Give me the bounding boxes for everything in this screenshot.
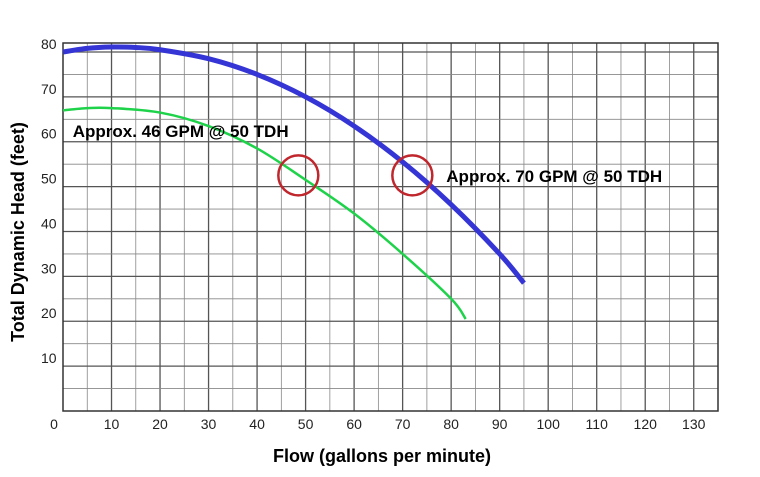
x-tick-label: 70 (395, 416, 411, 432)
y-tick-labels: 10 20 30 40 50 60 70 80 (41, 36, 57, 366)
plot-border (62, 42, 719, 412)
x-tick-label: 60 (346, 416, 362, 432)
annotations: Approx. 46 GPM @ 50 TDH Approx. 70 GPM @ … (73, 122, 662, 186)
x-tick-label: 110 (586, 416, 609, 432)
y-tick-label: 20 (41, 305, 57, 321)
x-tick-label: 0 (50, 416, 58, 432)
x-tick-labels: 0 10 20 30 40 50 60 70 80 90 100 110 120 130 (50, 416, 706, 432)
y-tick-label: 80 (41, 36, 57, 52)
x-tick-label: 50 (298, 416, 314, 432)
operating-point-circle (391, 154, 434, 197)
x-tick-label: 20 (152, 416, 168, 432)
y-tick-label: 30 (41, 260, 57, 276)
pump-curve-blue (62, 44, 526, 285)
x-tick-label: 80 (443, 416, 459, 432)
x-axis-title: Flow (gallons per minute) (273, 446, 491, 466)
pump-curve-green (62, 106, 467, 320)
y-tick-label: 10 (41, 350, 57, 366)
y-tick-label: 60 (41, 126, 57, 142)
x-tick-label: 30 (201, 416, 217, 432)
grid (62, 42, 719, 412)
series-layer (62, 44, 526, 320)
x-tick-label: 40 (249, 416, 265, 432)
x-tick-label: 120 (634, 416, 658, 432)
y-tick-label: 40 (41, 215, 57, 231)
annotation-label: Approx. 70 GPM @ 50 TDH (446, 167, 662, 186)
x-tick-label: 90 (492, 416, 508, 432)
annotation-label: Approx. 46 GPM @ 50 TDH (73, 122, 289, 141)
x-tick-label: 130 (682, 416, 706, 432)
x-tick-label: 10 (104, 416, 120, 432)
y-axis-title: Total Dynamic Head (feet) (8, 122, 28, 342)
y-tick-label: 70 (41, 81, 57, 97)
operating-point-circle (277, 154, 320, 197)
y-tick-label: 50 (41, 171, 57, 187)
marker-layer (277, 154, 434, 197)
x-tick-label: 100 (537, 416, 561, 432)
